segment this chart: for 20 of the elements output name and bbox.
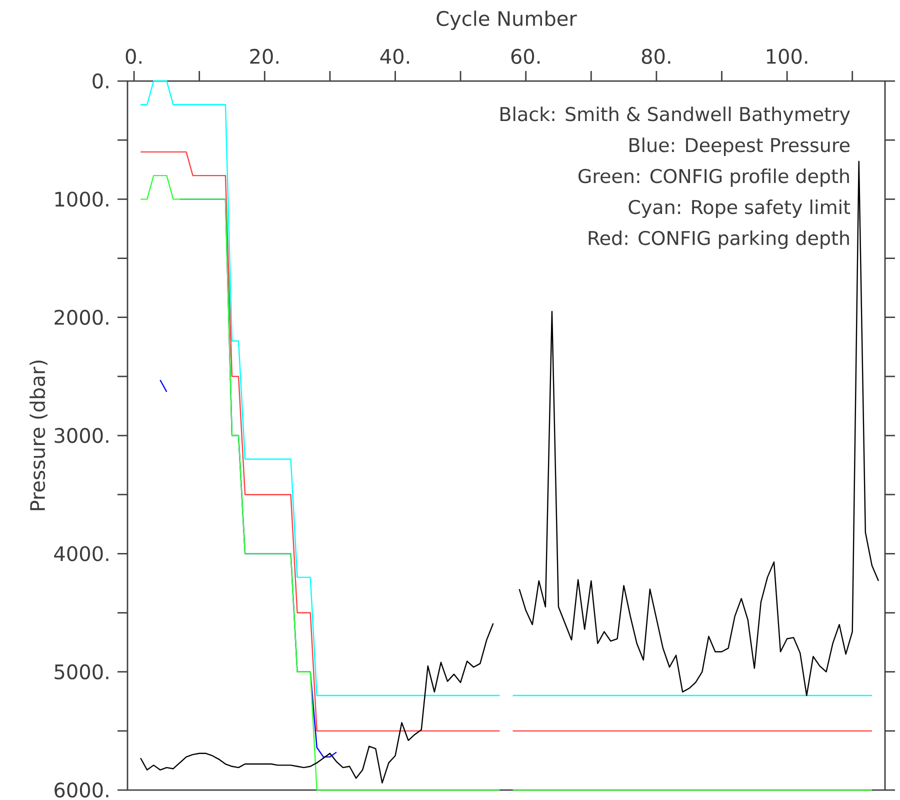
y-tick-label: 4000. (54, 546, 108, 562)
x-tick-label: 80. (642, 48, 670, 64)
annotation: Cyan: Rope safety limit (628, 200, 850, 218)
y-axis-title: Pressure (dbar) (30, 360, 48, 510)
y-tick-label: 5000. (54, 664, 108, 680)
x-tick-label: 20. (250, 48, 278, 64)
y-tick-label: 0. (92, 73, 108, 89)
y-tick-label: 2000. (54, 310, 108, 325)
annotation: Blue: Deepest Pressure (630, 138, 850, 156)
x-tick-label: 60. (511, 48, 540, 64)
y-tick-label: 6000. (54, 782, 108, 798)
annotation: Green: CONFIG profile depth (578, 168, 849, 187)
y-tick-label: 3000. (54, 428, 108, 444)
x-tick-label: 40. (380, 48, 409, 64)
x-tick-label: 0. (126, 48, 142, 64)
x-axis-title: Cycle Number (436, 10, 577, 30)
annotation: Black: Smith & Sandwell Bathymetry (500, 106, 850, 125)
x-tick-label: 100. (766, 48, 808, 64)
annotation: Red: CONFIG parking depth (588, 230, 849, 249)
y-tick-label: 1000. (55, 192, 108, 207)
